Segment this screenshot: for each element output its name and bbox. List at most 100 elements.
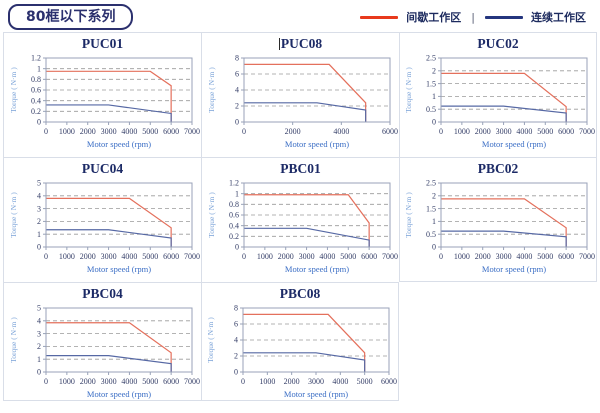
chart-canvas-wrap: 0 1000 2000 3000 4000 5000 6000 7000 0 1 2 3 4 5 Motor…	[4, 177, 201, 276]
chart-canvas: 0 1000 2000 3000 4000 5000 6000 7000 0 0.5 1 1.5 2 2.…	[404, 179, 595, 274]
svg-text:7000: 7000	[184, 252, 200, 261]
svg-text:2: 2	[235, 102, 239, 111]
svg-text:1: 1	[235, 189, 239, 198]
svg-text:0: 0	[234, 368, 238, 377]
svg-text:1: 1	[37, 230, 41, 239]
svg-text:1000: 1000	[58, 252, 74, 261]
chart-title: PUC04	[4, 161, 201, 177]
chart-canvas-wrap: 0 1000 2000 3000 4000 5000 6000 7000 0 0.2 0.4 0.6 0…	[202, 177, 399, 276]
svg-text:5: 5	[37, 179, 41, 188]
chart-title: PUC02	[400, 36, 596, 52]
chart-title-text: PUC04	[81, 161, 124, 176]
chart-canvas-wrap: 0 2000 4000 6000 0 2 4 6 8 Motor speed (rpm) Torqu…	[202, 52, 399, 151]
svg-text:2000: 2000	[284, 127, 300, 136]
svg-text:5000: 5000	[537, 127, 553, 136]
chart-canvas-wrap: 0 1000 2000 3000 4000 5000 6000 7000 0 0.2 0.4 0.6 0…	[4, 52, 201, 151]
legend-label-intermittent: 间歇工作区	[406, 11, 462, 24]
chart-canvas: 0 1000 2000 3000 4000 5000 6000 7000 0 0.2 0.40.6 0…	[9, 54, 200, 149]
svg-text:7000: 7000	[184, 127, 200, 136]
svg-text:1.5: 1.5	[426, 204, 436, 213]
y-axis-label: Torque ( N·m )	[404, 192, 413, 238]
svg-text:6000: 6000	[382, 127, 398, 136]
svg-text:0: 0	[44, 252, 48, 261]
series-line	[243, 63, 366, 122]
svg-text:1000: 1000	[259, 377, 275, 386]
series-line	[45, 322, 172, 372]
svg-text:0: 0	[242, 252, 246, 261]
series-line	[45, 104, 172, 122]
chart-title: PUC08	[202, 36, 399, 52]
series-line	[243, 352, 366, 372]
svg-text:2000: 2000	[284, 377, 300, 386]
svg-text:4000: 4000	[516, 252, 532, 261]
svg-text:0: 0	[241, 377, 245, 386]
svg-text:5000: 5000	[357, 377, 373, 386]
chart-panel-pbc01: PBC01 0 1000 2000 3000 4000 5000 6000 7000 0 0.2 0…	[201, 157, 399, 282]
chart-canvas-wrap: 0 1000 2000 3000 4000 5000 6000 7000 0 0.5 1 1.5 2 2.…	[400, 177, 596, 276]
svg-text:5000: 5000	[142, 377, 158, 386]
svg-text:0: 0	[432, 243, 436, 252]
series-tag: 80框以下系列	[8, 4, 134, 30]
svg-text:5000: 5000	[142, 127, 158, 136]
chart-title: PBC04	[4, 286, 201, 302]
svg-text:7000: 7000	[579, 127, 595, 136]
chart-canvas: 0 1000 2000 3000 4000 5000 6000 7000 0 1 2 3 4 5 Motor…	[9, 179, 200, 274]
svg-text:0: 0	[44, 377, 48, 386]
chart-title: PBC02	[400, 161, 596, 177]
svg-text:5000: 5000	[340, 252, 356, 261]
series-line	[243, 313, 366, 372]
chart-canvas-wrap: 0 1000 2000 3000 4000 5000 6000 7000 0 1 2 3 4 5 Motor…	[4, 302, 201, 400]
chart-title: PBC08	[202, 286, 398, 302]
svg-text:4000: 4000	[333, 127, 349, 136]
y-axis-label: Torque ( N·m )	[9, 192, 18, 238]
text-cursor-icon	[278, 38, 280, 50]
svg-text:2: 2	[37, 217, 41, 226]
y-axis-label: Torque ( N·m )	[9, 317, 18, 363]
svg-text:4000: 4000	[121, 252, 137, 261]
svg-text:2.5: 2.5	[426, 54, 436, 63]
svg-text:1000: 1000	[58, 127, 74, 136]
x-axis-label: Motor speed (rpm)	[86, 389, 150, 399]
chart-title-text: PUC02	[477, 36, 519, 51]
svg-text:0.2: 0.2	[229, 232, 239, 241]
chart-panel-pbc02: PBC02 0 1000 2000 3000 4000 5000 6000 7000 0 0.5 1…	[399, 157, 597, 282]
chart-title-text: PUC01	[81, 36, 124, 51]
svg-text:0: 0	[439, 252, 443, 261]
svg-text:8: 8	[234, 304, 238, 313]
legend-divider: |	[471, 10, 475, 24]
chart-panel-puc04: PUC04 0 1000 2000 3000 4000 5000 6000 7000 0 1 2 3 4…	[3, 157, 201, 282]
y-axis-label: Torque ( N·m )	[206, 317, 215, 363]
svg-text:0.2: 0.2	[31, 107, 41, 116]
svg-text:3000: 3000	[100, 252, 116, 261]
chart-title: PUC01	[4, 36, 201, 52]
chart-grid: PUC01 0 1000 2000 3000 4000 5000 6000 7000 0 0.2 0…	[3, 32, 597, 401]
svg-text:0: 0	[235, 118, 239, 127]
chart-panel-pbc04: PBC04 0 1000 2000 3000 4000 5000 6000 7000 0 1 2 3 4…	[3, 282, 201, 401]
svg-text:2000: 2000	[79, 127, 95, 136]
svg-text:1000: 1000	[58, 377, 74, 386]
x-axis-label: Motor speed (rpm)	[284, 139, 348, 149]
svg-text:4000: 4000	[121, 377, 137, 386]
svg-text:0: 0	[439, 127, 443, 136]
empty-cell	[399, 282, 597, 401]
top-bar: 80框以下系列 间歇工作区 | 连续工作区	[0, 0, 600, 32]
svg-text:2000: 2000	[79, 252, 95, 261]
series-line	[441, 230, 567, 247]
svg-text:5000: 5000	[537, 252, 553, 261]
y-axis-label: Torque ( N·m )	[9, 67, 18, 113]
svg-text:1: 1	[37, 64, 41, 73]
chart-canvas: 0 1000 2000 3000 4000 5000 6000 0 2 4 6 8 Motor spee…	[206, 304, 397, 399]
chart-title: PBC01	[202, 161, 399, 177]
svg-text:6000: 6000	[558, 252, 574, 261]
svg-text:7000: 7000	[382, 252, 398, 261]
x-axis-label: Motor speed (rpm)	[284, 389, 348, 399]
svg-text:1: 1	[432, 92, 436, 101]
legend-label-continuous: 连续工作区	[531, 11, 586, 24]
series-line	[243, 194, 370, 247]
svg-text:6000: 6000	[163, 127, 179, 136]
svg-text:0: 0	[37, 243, 41, 252]
series-line	[441, 72, 567, 122]
series-tag-label: 80框以下系列	[26, 9, 116, 25]
svg-text:8: 8	[235, 54, 239, 63]
svg-text:2: 2	[37, 342, 41, 351]
